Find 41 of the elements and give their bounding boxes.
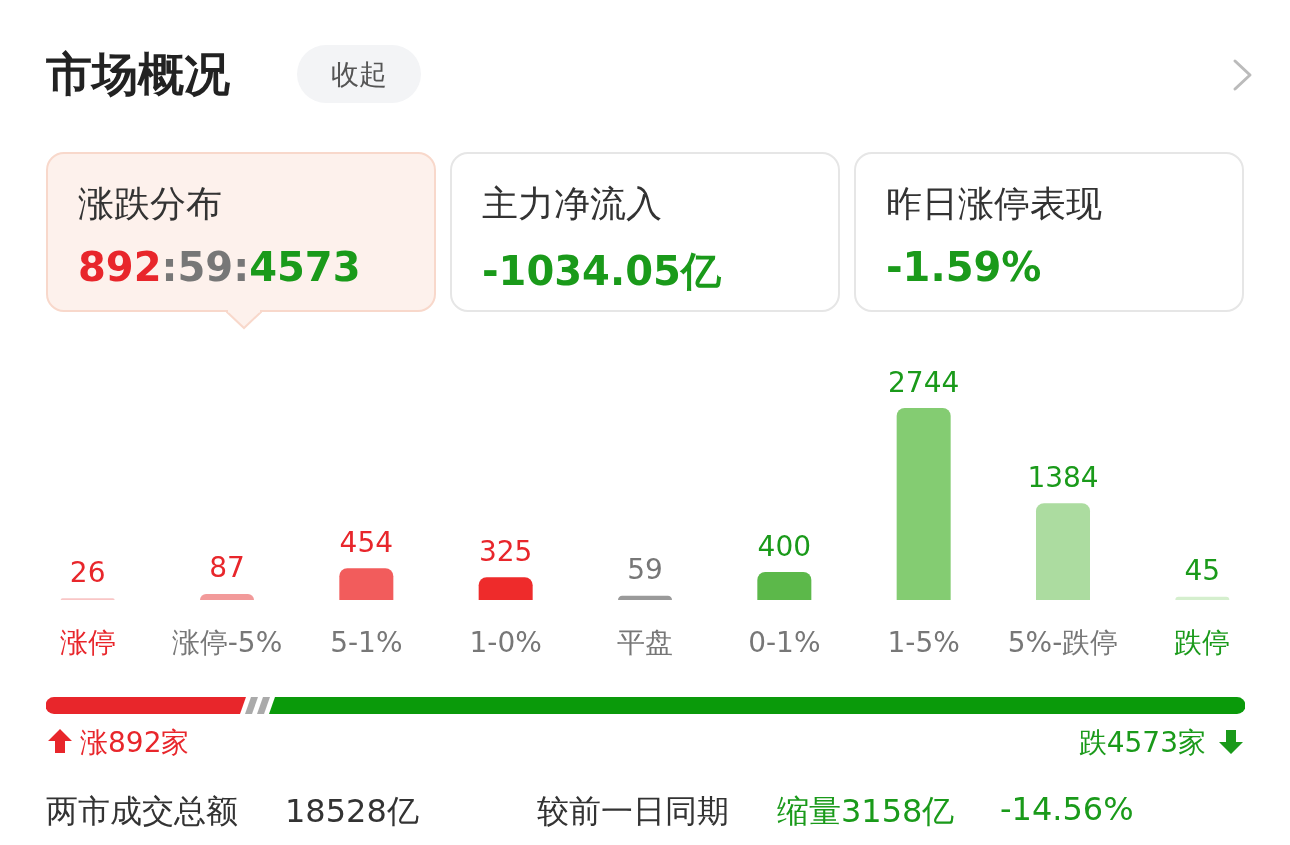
text: 跌4573家 [1078,725,1206,761]
bar [757,572,812,600]
text: 主力净流入 [482,182,662,226]
bar [1036,503,1090,600]
data-label: 1384 [1027,460,1099,494]
bar [618,595,672,600]
text: -1034.05亿 [482,248,721,294]
text: 收起 [330,57,388,93]
bar [200,593,254,600]
text: 涨892家 [80,725,190,761]
x-tick-label: 5-1% [330,625,403,659]
data-label: 325 [478,534,533,568]
data-label: 26 [69,555,106,589]
data-label: 400 [757,529,812,563]
text: 涨跌分布 [78,182,222,226]
bar [1175,596,1230,600]
text: 缩量3158亿 [777,791,955,832]
data-label: 2744 [888,365,960,399]
text: 892:59:4573 [78,244,361,290]
text: 18528亿 [285,791,419,832]
x-tick-label: 涨停 [59,625,116,659]
data-label: 59 [627,553,663,587]
x-tick-label: 涨停-5% [171,625,283,659]
text: 昨日涨停表现 [886,182,1102,226]
x-tick-label: 0-1% [748,625,821,659]
x-tick-label: 1-5% [887,625,960,659]
data-label: 87 [209,551,245,585]
data-label: 45 [1184,554,1221,588]
bar [339,568,394,600]
x-tick-label: 跌停 [1174,625,1231,659]
chart-title: 市场概况 [46,46,230,103]
data-label: 454 [339,525,394,559]
text: -14.56% [1000,790,1134,828]
bar [896,408,951,600]
x-tick-label: 1-0% [469,625,542,659]
text: 较前一日同期 [537,791,729,832]
x-tick-label: 平盘 [617,625,673,659]
x-tick-label: 5%-跌停 [1007,625,1119,659]
bar [478,577,533,600]
text: 两市成交总额 [46,791,238,832]
text: -1.59% [886,244,1042,290]
